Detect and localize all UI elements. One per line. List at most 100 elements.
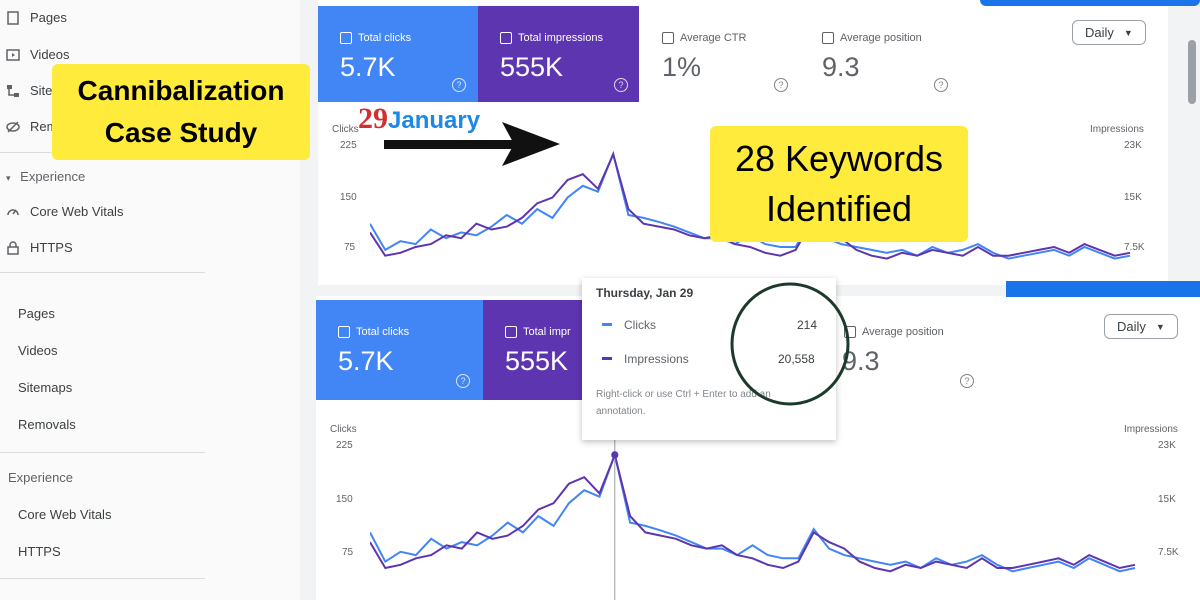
- caret-down-icon: ▼: [1155, 321, 1165, 332]
- left-axis-title: Clicks: [332, 124, 359, 135]
- help-icon[interactable]: ?: [774, 78, 788, 92]
- sidebar-item-label: Pages: [30, 10, 67, 25]
- left-tick: 225: [340, 140, 357, 151]
- checkbox-checked-icon[interactable]: [338, 326, 350, 338]
- average-position-card[interactable]: Average position 9.3 ?: [800, 6, 960, 102]
- sidebar-item-removals[interactable]: Removals: [2, 417, 76, 432]
- experience-section-title[interactable]: ▾ Experience: [6, 169, 86, 184]
- right-tick: 15K: [1124, 192, 1142, 203]
- checkbox-icon[interactable]: [844, 326, 856, 338]
- metric-value: 5.7K: [340, 52, 396, 82]
- right-tick: 23K: [1124, 140, 1142, 151]
- sidebar-item-core-web-vitals[interactable]: Core Web Vitals: [6, 204, 123, 219]
- arrow-right-icon: [384, 122, 560, 166]
- left-tick: 150: [336, 494, 353, 505]
- divider: [0, 272, 205, 273]
- sidebar-item-label: Sitemaps: [18, 380, 73, 395]
- removals-icon: [6, 120, 20, 134]
- date-month: January: [388, 107, 481, 134]
- total-clicks-card[interactable]: Total clicks 5.7K ?: [316, 300, 483, 400]
- tooltip-label: Clicks: [624, 318, 656, 332]
- metric-value: 1%: [662, 52, 702, 82]
- divider: [0, 578, 205, 579]
- right-tick: 7.5K: [1124, 242, 1145, 253]
- divider: [0, 452, 205, 453]
- sidebar-item-label: Videos: [30, 47, 70, 62]
- checkbox-checked-icon[interactable]: [505, 326, 517, 338]
- help-icon[interactable]: ?: [960, 374, 974, 388]
- sidebar-item-https[interactable]: HTTPS: [2, 544, 61, 559]
- sidebar-item-label: Removals: [18, 417, 76, 432]
- sitemaps-icon: [6, 84, 20, 98]
- sidebar-item-label: Core Web Vitals: [18, 507, 112, 522]
- sidebar-item-core-web-vitals[interactable]: Core Web Vitals: [2, 507, 111, 522]
- tooltip-date: Thursday, Jan 29: [596, 286, 694, 300]
- right-axis-title: Impressions: [1090, 124, 1144, 135]
- tooltip-hint: Right-click or use Ctrl + Enter to add a…: [596, 389, 771, 417]
- notification-bar: [1006, 281, 1200, 297]
- right-tick: 7.5K: [1158, 547, 1179, 558]
- series-line-impressions: [370, 451, 1136, 573]
- caret-down-icon: ▾: [6, 173, 11, 183]
- left-axis-title: Clicks: [330, 424, 357, 435]
- checkbox-checked-icon[interactable]: [500, 32, 512, 44]
- scrollbar-thumb[interactable]: [1188, 40, 1196, 104]
- right-axis-title: Impressions: [1124, 424, 1178, 435]
- granularity-dropdown[interactable]: Daily ▼: [1072, 20, 1146, 45]
- metric-value: 9.3: [822, 52, 860, 82]
- metric-value: 555K: [505, 346, 569, 376]
- help-icon[interactable]: ?: [934, 78, 948, 92]
- sidebar-item-label: HTTPS: [18, 544, 61, 559]
- sidebar-item-label: Videos: [18, 343, 58, 358]
- keywords-identified-label: 28 Keywords Identified: [710, 126, 968, 242]
- average-position-card[interactable]: Average position 9.3 ?: [836, 300, 986, 396]
- average-ctr-card[interactable]: Average CTR 1% ?: [640, 6, 800, 102]
- performance-chart-bottom[interactable]: [370, 440, 1145, 600]
- lock-icon: [6, 240, 20, 255]
- sidebar-item-label: Core Web Vitals: [30, 204, 124, 219]
- videos-icon: [6, 48, 20, 62]
- right-tick: 23K: [1158, 440, 1176, 451]
- gauge-icon: [6, 205, 20, 219]
- tooltip-value: 20,558: [778, 352, 815, 366]
- left-tick: 225: [336, 440, 353, 451]
- granularity-dropdown[interactable]: Daily ▼: [1104, 314, 1178, 339]
- date-day: 29: [358, 102, 388, 135]
- help-icon[interactable]: ?: [452, 78, 466, 92]
- chart-tooltip: Thursday, Jan 29 Clicks 214 Impressions …: [582, 278, 836, 440]
- experience-section-title[interactable]: Experience: [8, 470, 74, 485]
- highlight-circle: [730, 282, 850, 406]
- right-tick: 15K: [1158, 494, 1176, 505]
- left-tick: 75: [342, 547, 354, 558]
- tooltip-value: 214: [797, 318, 818, 332]
- sidebar-item-videos[interactable]: Videos: [2, 343, 58, 358]
- tooltip-label: Impressions: [624, 352, 689, 366]
- metric-value: 555K: [500, 52, 564, 82]
- sidebar-item-pages[interactable]: Pages: [2, 306, 55, 321]
- hover-point-impressions: [611, 451, 619, 459]
- case-study-label: Cannibalization Case Study: [52, 64, 310, 160]
- date-tag: 29January: [358, 102, 480, 136]
- metric-value: 5.7K: [338, 346, 394, 376]
- sidebar-item-pages[interactable]: Pages: [6, 10, 67, 25]
- checkbox-icon[interactable]: [662, 32, 674, 44]
- left-tick: 150: [340, 192, 357, 203]
- checkbox-checked-icon[interactable]: [340, 32, 352, 44]
- checkbox-icon[interactable]: [822, 32, 834, 44]
- sidebar-item-https[interactable]: HTTPS: [6, 240, 73, 255]
- total-clicks-card[interactable]: Total clicks 5.7K ?: [318, 6, 478, 102]
- sidebar-item-label: HTTPS: [30, 240, 73, 255]
- sidebar-item-sitemaps[interactable]: Sitemaps: [2, 380, 72, 395]
- series-line-impressions: [370, 151, 1131, 260]
- series-line-clicks: [370, 450, 1136, 573]
- top-bar-accent: [980, 0, 1200, 6]
- total-impressions-card[interactable]: Total impressions 555K ?: [478, 6, 639, 102]
- help-icon[interactable]: ?: [456, 374, 470, 388]
- impressions-legend-swatch: [602, 357, 612, 360]
- help-icon[interactable]: ?: [614, 78, 628, 92]
- sidebar-item-label: Pages: [18, 306, 55, 321]
- caret-down-icon: ▼: [1123, 27, 1133, 38]
- sidebar-item-videos[interactable]: Videos: [6, 47, 70, 62]
- left-tick: 75: [344, 242, 356, 253]
- clicks-legend-swatch: [602, 323, 612, 326]
